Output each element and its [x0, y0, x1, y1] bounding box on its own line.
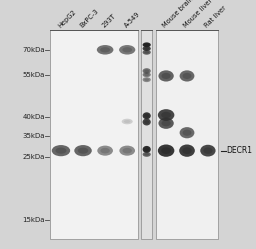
Ellipse shape [52, 145, 70, 156]
Bar [50, 30, 138, 239]
Bar [141, 30, 152, 239]
Ellipse shape [144, 153, 149, 156]
Ellipse shape [100, 148, 110, 153]
Ellipse shape [143, 72, 151, 77]
Ellipse shape [144, 51, 149, 54]
Text: Mouse brain: Mouse brain [162, 0, 195, 29]
Ellipse shape [161, 147, 171, 154]
Text: 55kDa: 55kDa [23, 72, 45, 78]
Ellipse shape [144, 44, 149, 46]
Ellipse shape [158, 70, 174, 82]
Text: DECR1: DECR1 [226, 146, 252, 155]
Ellipse shape [143, 152, 151, 157]
Ellipse shape [143, 119, 151, 125]
Ellipse shape [143, 112, 151, 119]
Ellipse shape [122, 47, 132, 53]
Text: 35kDa: 35kDa [22, 133, 45, 139]
Ellipse shape [158, 118, 174, 129]
Text: 25kDa: 25kDa [23, 154, 45, 160]
Ellipse shape [183, 130, 191, 136]
Ellipse shape [143, 68, 151, 74]
Text: Rat liver: Rat liver [204, 5, 228, 29]
Ellipse shape [183, 73, 191, 79]
Ellipse shape [182, 147, 192, 154]
Ellipse shape [161, 112, 171, 118]
Text: BxPC-3: BxPC-3 [79, 8, 100, 29]
Text: A-549: A-549 [123, 11, 141, 29]
Ellipse shape [200, 145, 216, 157]
Ellipse shape [143, 50, 151, 55]
Ellipse shape [123, 148, 132, 153]
Text: HepG2: HepG2 [57, 8, 77, 29]
Ellipse shape [124, 120, 131, 123]
Ellipse shape [162, 73, 171, 79]
Ellipse shape [143, 46, 151, 51]
Ellipse shape [144, 147, 149, 151]
Ellipse shape [144, 78, 149, 81]
Ellipse shape [143, 146, 151, 153]
Bar [156, 30, 218, 239]
Ellipse shape [97, 45, 113, 55]
Ellipse shape [100, 47, 110, 53]
Ellipse shape [179, 144, 195, 157]
Ellipse shape [180, 70, 194, 82]
Ellipse shape [74, 145, 92, 156]
Ellipse shape [203, 147, 212, 154]
Ellipse shape [144, 120, 149, 124]
Ellipse shape [144, 69, 149, 72]
Text: Mouse liver: Mouse liver [183, 0, 214, 29]
Ellipse shape [144, 73, 149, 76]
Ellipse shape [122, 119, 133, 124]
Ellipse shape [144, 47, 149, 50]
Text: 15kDa: 15kDa [22, 217, 45, 223]
Ellipse shape [158, 109, 174, 121]
Ellipse shape [78, 148, 88, 154]
Text: 293T: 293T [101, 13, 117, 29]
Ellipse shape [162, 120, 171, 126]
Ellipse shape [97, 146, 113, 156]
Ellipse shape [180, 127, 194, 138]
Ellipse shape [143, 77, 151, 82]
Text: 40kDa: 40kDa [22, 114, 45, 120]
Ellipse shape [144, 114, 149, 118]
Ellipse shape [119, 146, 135, 156]
Ellipse shape [158, 144, 174, 157]
Text: 70kDa: 70kDa [22, 47, 45, 53]
Ellipse shape [56, 148, 67, 154]
Ellipse shape [119, 45, 135, 55]
Ellipse shape [143, 42, 151, 47]
